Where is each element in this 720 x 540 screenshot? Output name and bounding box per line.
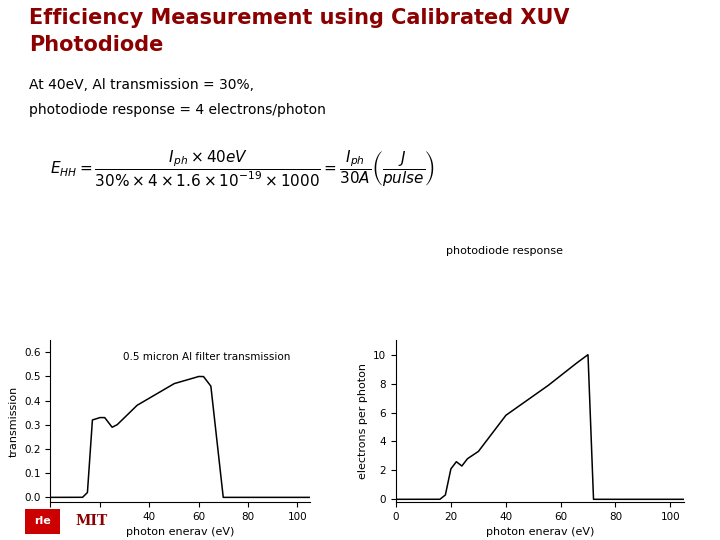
Text: Photodiode: Photodiode <box>29 35 163 55</box>
X-axis label: photon enerav (eV): photon enerav (eV) <box>126 528 234 537</box>
Text: MIT: MIT <box>76 515 107 528</box>
Y-axis label: transmission: transmission <box>9 386 19 457</box>
Text: At 40eV, Al transmission = 30%,: At 40eV, Al transmission = 30%, <box>29 78 254 92</box>
Text: photodiode response = 4 electrons/photon: photodiode response = 4 electrons/photon <box>29 103 325 117</box>
Y-axis label: electrons per photon: electrons per photon <box>358 363 368 479</box>
Text: 0.5 micron Al filter transmission: 0.5 micron Al filter transmission <box>123 352 290 362</box>
Text: $E_{HH} = \dfrac{I_{ph} \times 40eV}{30\%\times4\times1.6\times10^{-19}\times100: $E_{HH} = \dfrac{I_{ph} \times 40eV}{30\… <box>50 148 436 189</box>
Text: rle: rle <box>34 516 51 526</box>
Text: Efficiency Measurement using Calibrated XUV: Efficiency Measurement using Calibrated … <box>29 8 570 28</box>
Text: photodiode response: photodiode response <box>446 246 563 256</box>
X-axis label: photon enerav (eV): photon enerav (eV) <box>486 528 594 537</box>
